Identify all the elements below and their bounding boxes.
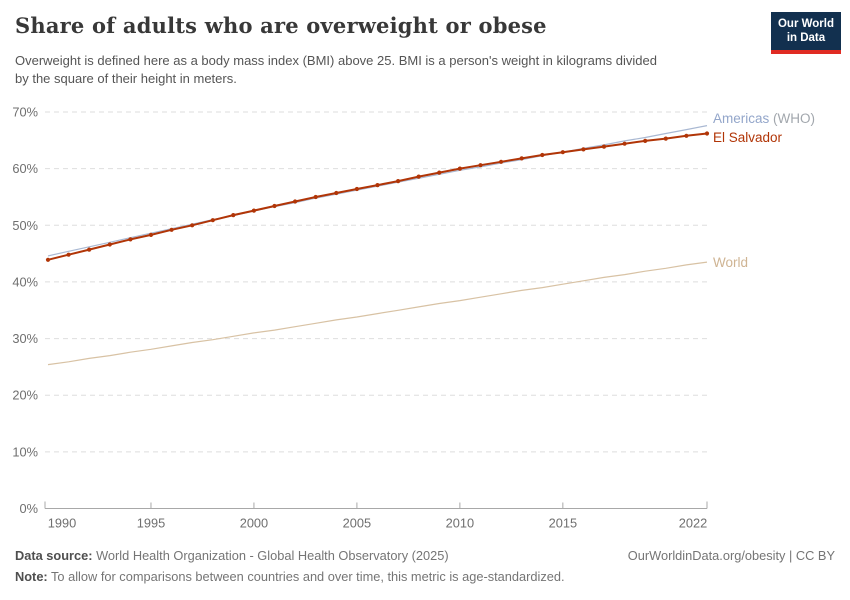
data-point-marker[interactable] bbox=[128, 237, 133, 242]
data-point-marker[interactable] bbox=[560, 150, 565, 155]
legend-world-text: World bbox=[713, 255, 749, 270]
data-point-marker[interactable] bbox=[251, 208, 256, 213]
legend-americas-who[interactable]: Americas (WHO) bbox=[713, 111, 815, 127]
data-point-marker[interactable] bbox=[231, 213, 236, 218]
data-point-marker[interactable] bbox=[478, 163, 483, 168]
subtitle-line-1: Overweight is defined here as a body mas… bbox=[15, 53, 657, 68]
x-axis-tick-label: 1995 bbox=[137, 516, 165, 531]
data-point-marker[interactable] bbox=[107, 242, 112, 247]
data-point-marker[interactable] bbox=[540, 152, 545, 158]
data-point-marker[interactable] bbox=[210, 218, 215, 223]
data-point-marker[interactable] bbox=[148, 232, 154, 237]
footer-source-text: World Health Organization - Global Healt… bbox=[92, 548, 449, 563]
y-axis-tick-label: 70% bbox=[12, 105, 38, 120]
footer-note-label: Note: bbox=[15, 569, 48, 584]
y-axis-tick-label: 30% bbox=[12, 331, 38, 346]
data-point-marker[interactable] bbox=[643, 138, 648, 143]
data-point-marker[interactable] bbox=[663, 136, 668, 141]
data-point-marker[interactable] bbox=[313, 194, 318, 200]
line-chart[interactable]: 0% 10% 20% 30% 40% 50% 60% 70% 1990 1995 2000 2005 2… bbox=[0, 0, 850, 540]
data-point-marker[interactable] bbox=[272, 203, 277, 209]
footer-note-row: Note: To allow for comparisons between c… bbox=[15, 569, 565, 584]
y-axis-tick-label: 40% bbox=[12, 274, 38, 289]
data-point-marker[interactable] bbox=[457, 166, 462, 171]
data-point-marker[interactable] bbox=[499, 159, 504, 164]
x-axis-tick-label: 2022 bbox=[679, 516, 707, 531]
data-point-marker[interactable] bbox=[601, 144, 607, 149]
legend-el-salvador-text: El Salvador bbox=[713, 130, 783, 145]
data-point-marker[interactable] bbox=[87, 247, 92, 252]
data-point-marker[interactable] bbox=[334, 190, 339, 196]
footer-license-link[interactable]: OurWorldinData.org/obesity | CC BY bbox=[627, 548, 835, 563]
x-axis-tick-label: 2015 bbox=[549, 516, 577, 531]
x-axis-tick-label: 2010 bbox=[446, 516, 474, 531]
data-point-marker[interactable] bbox=[437, 170, 442, 175]
y-axis-tick-label: 20% bbox=[12, 388, 38, 403]
footer-source: Data source: World Health Organization -… bbox=[15, 548, 449, 563]
legend-el-salvador[interactable]: El Salvador bbox=[713, 130, 782, 146]
y-axis-tick-label: 60% bbox=[12, 161, 38, 176]
page-title: Share of adults who are overweight or ob… bbox=[15, 13, 547, 38]
data-point-marker[interactable] bbox=[190, 223, 195, 228]
series-line-world[interactable] bbox=[47, 261, 708, 366]
y-axis-tick-label: 50% bbox=[12, 218, 38, 233]
data-point-marker[interactable] bbox=[416, 174, 421, 179]
y-axis-tick-label: 0% bbox=[20, 501, 39, 516]
x-axis-tick-label: 2000 bbox=[240, 516, 268, 531]
data-point-marker[interactable] bbox=[519, 156, 524, 161]
footer-source-label: Data source: bbox=[15, 548, 93, 563]
data-point-marker[interactable] bbox=[622, 141, 627, 146]
owid-logo[interactable]: Our World in Data bbox=[770, 12, 841, 54]
subtitle-line-2: by the square of their height in meters. bbox=[15, 70, 237, 86]
x-axis-tick-label: 1990 bbox=[48, 516, 76, 531]
data-point-marker[interactable] bbox=[375, 183, 380, 188]
data-point-marker[interactable] bbox=[354, 186, 359, 192]
legend-americas-text: Americas bbox=[713, 111, 770, 126]
data-point-marker[interactable] bbox=[396, 179, 401, 184]
series-line-el-salvador[interactable] bbox=[47, 132, 708, 261]
data-point-marker[interactable] bbox=[581, 147, 586, 152]
x-axis-tick-label: 2005 bbox=[343, 516, 371, 531]
data-point-marker[interactable] bbox=[66, 252, 71, 257]
data-point-marker[interactable] bbox=[684, 133, 689, 138]
data-point-marker[interactable] bbox=[293, 199, 298, 204]
owid-logo-line-2: in Data bbox=[786, 32, 826, 45]
y-axis-tick-label: 10% bbox=[12, 444, 38, 459]
data-point-marker[interactable] bbox=[45, 257, 51, 262]
owid-logo-line-1: Our World bbox=[777, 18, 834, 30]
footer-source-row: Data source: World Health Organization -… bbox=[15, 548, 835, 563]
legend-americas-suffix: (WHO) bbox=[769, 111, 815, 126]
chart-subtitle: Overweight is defined here as a body mas… bbox=[15, 52, 760, 88]
footer-note-text: To allow for comparisons between countri… bbox=[47, 569, 565, 584]
data-point-marker[interactable] bbox=[169, 227, 174, 232]
legend-world[interactable]: World bbox=[713, 255, 748, 271]
data-point-marker[interactable] bbox=[704, 131, 710, 136]
